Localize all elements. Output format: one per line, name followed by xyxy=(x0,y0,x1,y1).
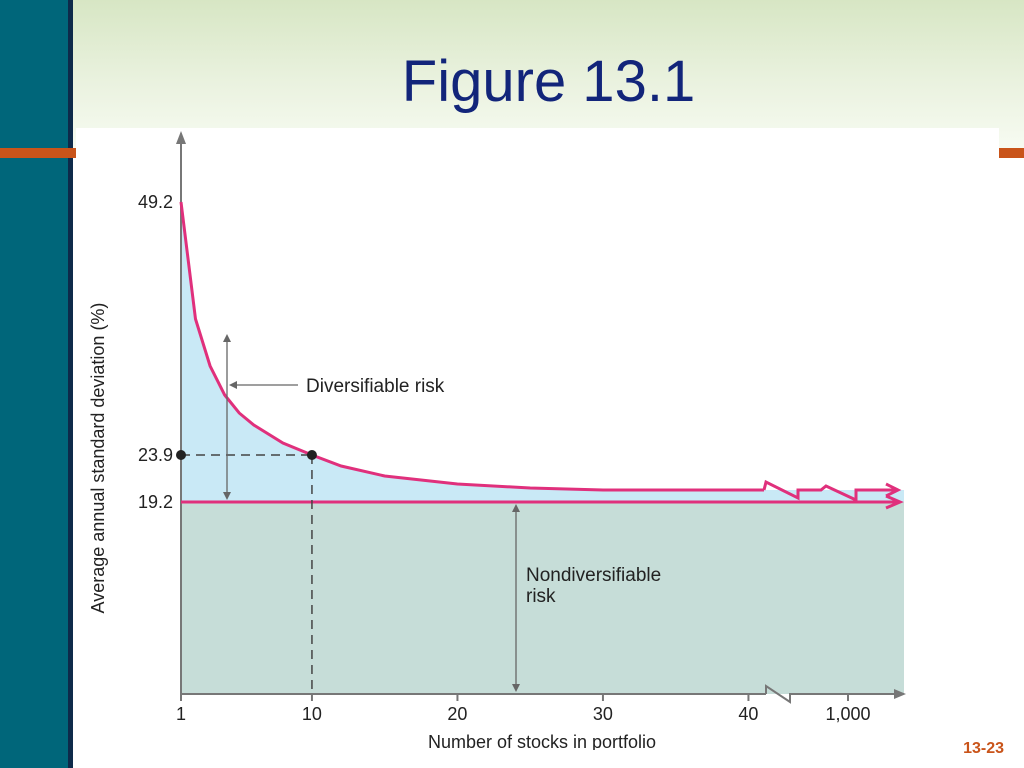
diversifiable-risk-area xyxy=(181,202,904,502)
y-tick-label: 49.2 xyxy=(138,192,173,212)
asymptote-arrow xyxy=(885,494,904,510)
diversifiable-leader-arrowhead xyxy=(229,381,237,389)
marked-point xyxy=(306,450,317,460)
left-sidebar-edge xyxy=(68,0,73,768)
total-risk-curve-break xyxy=(762,479,902,503)
nondiversifiable-risk-area xyxy=(181,502,904,694)
nondiversifiable-label-line1: Nondiversifiable xyxy=(526,565,661,586)
risk-diversification-chart: 1 10 20 30 40 1,000 49.2 23.9 19.2 Diversifiabl… xyxy=(88,131,906,752)
x-tick-label: 1,000 xyxy=(825,704,870,724)
y-axis-title: Average annual standard deviation (%) xyxy=(88,303,108,614)
diversifiable-risk-label: Diversifiable risk xyxy=(306,376,445,397)
accent-rule-right xyxy=(999,148,1024,158)
x-axis-title: Number of stocks in portfolio xyxy=(428,732,656,750)
x-tick-label: 10 xyxy=(302,704,322,724)
x-tick-labels: 1 10 20 30 40 1,000 xyxy=(176,704,871,724)
y-tick-labels: 49.2 23.9 19.2 xyxy=(138,192,173,512)
x-tick-label: 30 xyxy=(593,704,613,724)
nondiversifiable-arrowhead-top xyxy=(512,504,520,512)
total-risk-curve xyxy=(179,201,764,492)
accent-rule-left xyxy=(0,148,76,158)
slide-number: 13-23 xyxy=(963,740,1004,757)
header-band xyxy=(73,0,1024,150)
nondiversifiable-arrowhead-bottom xyxy=(512,684,520,692)
left-sidebar-bar xyxy=(0,0,68,768)
y-axis-arrowhead xyxy=(176,131,186,144)
diversifiable-arrowhead-top xyxy=(223,334,231,342)
x-tick-marks xyxy=(180,694,849,701)
y-tick-label: 19.2 xyxy=(138,492,173,512)
x-tick-label: 40 xyxy=(738,704,758,724)
y-axis-marker xyxy=(176,450,186,460)
x-tick-label: 1 xyxy=(176,704,186,724)
x-axis-arrowhead xyxy=(894,689,906,699)
x-tick-label: 20 xyxy=(447,704,467,724)
figure-panel: 1 10 20 30 40 1,000 49.2 23.9 19.2 Diversifiabl… xyxy=(76,128,999,752)
x-axis-break xyxy=(765,684,898,704)
diversifiable-arrowhead-bottom xyxy=(223,492,231,500)
nondiversifiable-label-line2: risk xyxy=(526,586,556,607)
slide-title: Figure 13.1 xyxy=(401,49,696,114)
y-tick-label: 23.9 xyxy=(138,445,173,465)
